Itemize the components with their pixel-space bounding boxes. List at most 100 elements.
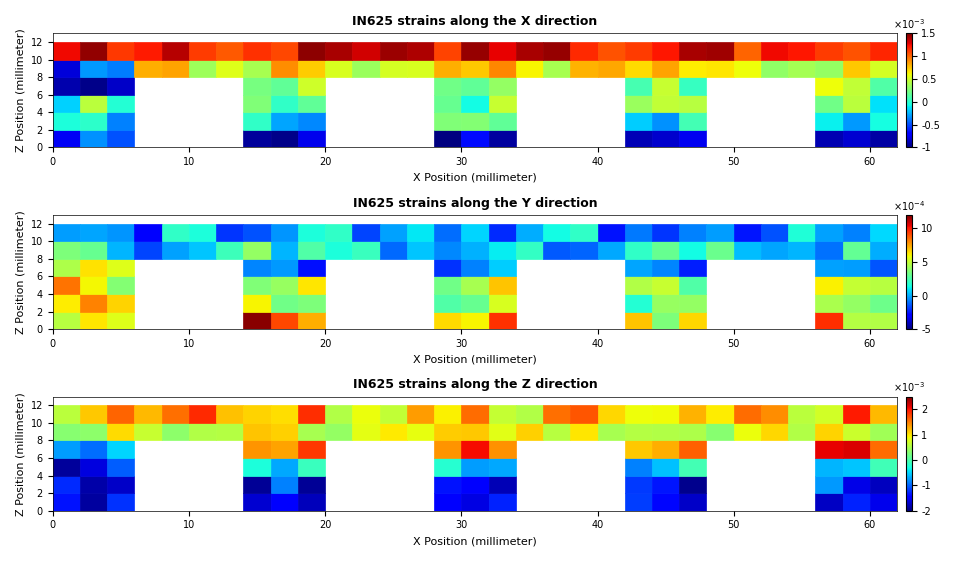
Bar bbox=[489, 224, 516, 241]
Bar bbox=[80, 130, 108, 148]
Bar bbox=[543, 224, 570, 241]
Bar bbox=[80, 458, 108, 476]
Bar bbox=[462, 294, 489, 311]
Bar bbox=[815, 59, 843, 77]
Bar bbox=[325, 42, 352, 59]
Bar bbox=[543, 423, 570, 440]
Bar bbox=[652, 224, 680, 241]
Bar bbox=[597, 42, 625, 59]
Bar bbox=[680, 95, 707, 112]
Bar bbox=[570, 224, 597, 241]
Bar bbox=[53, 406, 80, 423]
Bar bbox=[216, 59, 243, 77]
Bar bbox=[80, 241, 108, 259]
Bar bbox=[108, 130, 134, 148]
Bar bbox=[516, 42, 543, 59]
Bar bbox=[216, 42, 243, 59]
Bar bbox=[80, 440, 108, 458]
Bar bbox=[870, 423, 898, 440]
Bar bbox=[870, 311, 898, 329]
Bar bbox=[271, 493, 298, 511]
Bar bbox=[680, 241, 707, 259]
Bar bbox=[434, 493, 462, 511]
Bar bbox=[53, 259, 80, 277]
Bar bbox=[53, 224, 80, 241]
Bar bbox=[680, 59, 707, 77]
Bar bbox=[108, 311, 134, 329]
Bar bbox=[298, 311, 325, 329]
Bar bbox=[189, 423, 216, 440]
Bar bbox=[652, 311, 680, 329]
Bar bbox=[652, 476, 680, 493]
Bar bbox=[652, 423, 680, 440]
Bar bbox=[161, 59, 189, 77]
Bar bbox=[870, 224, 898, 241]
Bar bbox=[53, 42, 80, 59]
Bar bbox=[134, 42, 161, 59]
Bar bbox=[843, 493, 870, 511]
Bar bbox=[652, 59, 680, 77]
Bar bbox=[53, 77, 80, 95]
Bar bbox=[870, 476, 898, 493]
Bar bbox=[462, 423, 489, 440]
Bar bbox=[870, 259, 898, 277]
Bar bbox=[870, 294, 898, 311]
Bar bbox=[434, 130, 462, 148]
Bar bbox=[434, 476, 462, 493]
Bar bbox=[80, 224, 108, 241]
Bar bbox=[243, 476, 271, 493]
Bar bbox=[434, 311, 462, 329]
Bar bbox=[870, 241, 898, 259]
Bar bbox=[733, 224, 761, 241]
Bar bbox=[80, 311, 108, 329]
Bar bbox=[134, 241, 161, 259]
Bar bbox=[379, 241, 407, 259]
Bar bbox=[53, 112, 80, 130]
Bar bbox=[108, 493, 134, 511]
Bar bbox=[80, 476, 108, 493]
Bar bbox=[462, 311, 489, 329]
Bar bbox=[53, 130, 80, 148]
Title: IN625 strains along the X direction: IN625 strains along the X direction bbox=[352, 15, 597, 28]
Bar bbox=[843, 224, 870, 241]
Bar bbox=[271, 224, 298, 241]
Bar bbox=[761, 423, 788, 440]
Bar bbox=[271, 294, 298, 311]
Bar bbox=[543, 241, 570, 259]
Bar bbox=[815, 311, 843, 329]
Bar bbox=[243, 440, 271, 458]
Bar bbox=[271, 241, 298, 259]
Bar bbox=[843, 42, 870, 59]
Bar bbox=[434, 42, 462, 59]
Bar bbox=[707, 42, 733, 59]
Bar bbox=[53, 95, 80, 112]
Bar bbox=[489, 95, 516, 112]
Bar bbox=[298, 241, 325, 259]
Bar bbox=[652, 259, 680, 277]
Bar bbox=[407, 59, 434, 77]
Bar bbox=[161, 224, 189, 241]
Bar bbox=[652, 458, 680, 476]
Bar bbox=[625, 259, 652, 277]
Bar bbox=[434, 458, 462, 476]
Bar bbox=[570, 241, 597, 259]
Bar bbox=[707, 241, 733, 259]
Bar bbox=[298, 259, 325, 277]
Bar bbox=[733, 406, 761, 423]
Bar bbox=[680, 42, 707, 59]
Bar bbox=[379, 224, 407, 241]
Bar bbox=[761, 59, 788, 77]
Bar bbox=[189, 224, 216, 241]
Bar bbox=[434, 95, 462, 112]
Bar bbox=[843, 59, 870, 77]
Bar bbox=[815, 241, 843, 259]
Bar bbox=[434, 406, 462, 423]
Bar bbox=[489, 493, 516, 511]
Bar bbox=[733, 241, 761, 259]
Bar bbox=[680, 112, 707, 130]
Bar bbox=[134, 59, 161, 77]
Bar bbox=[298, 42, 325, 59]
Bar bbox=[243, 493, 271, 511]
Bar bbox=[489, 406, 516, 423]
Bar bbox=[298, 440, 325, 458]
